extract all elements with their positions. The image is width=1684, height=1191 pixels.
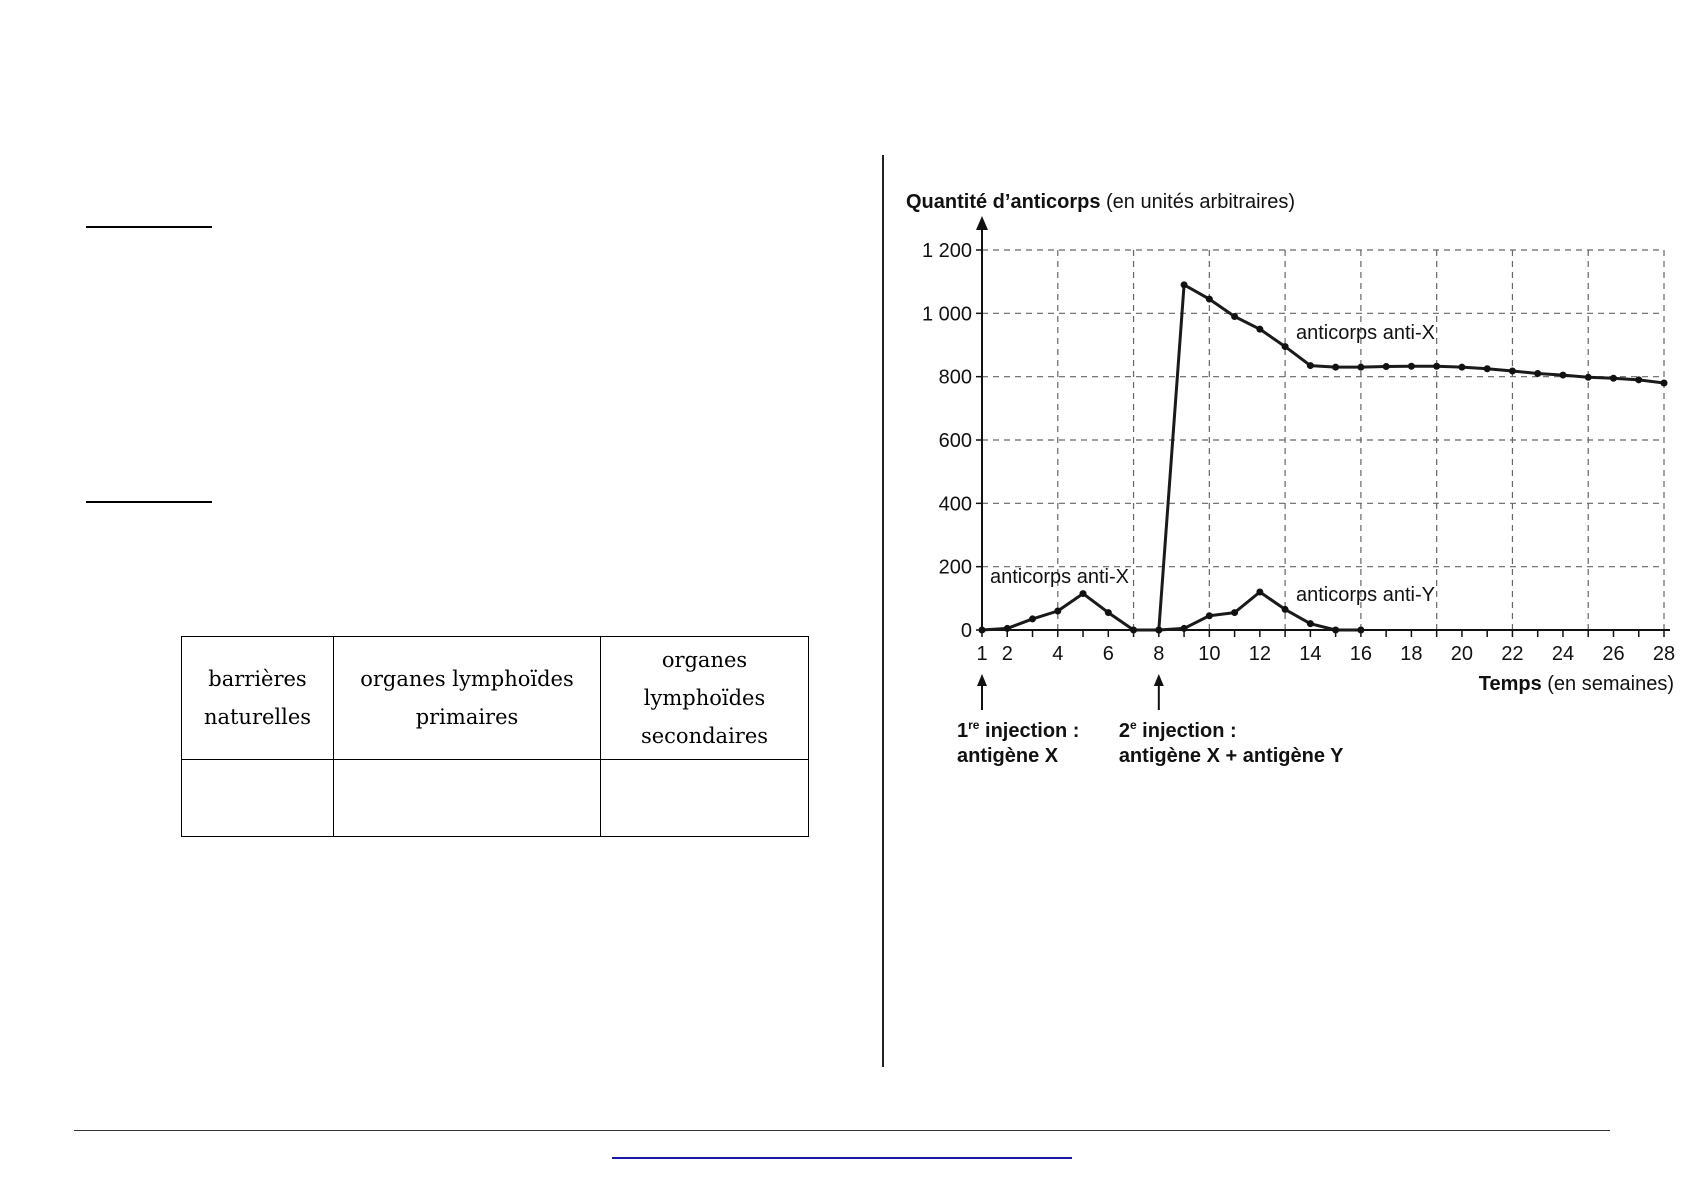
- section-rule-1: [86, 226, 212, 228]
- table-header-row: barrières naturelles organes lymphoïdes …: [181, 636, 809, 760]
- injection-antigen: antigène X: [957, 745, 1059, 767]
- data-point: [1155, 626, 1163, 634]
- data-point: [1660, 379, 1668, 387]
- data-point: [1130, 626, 1138, 634]
- data-point: [1382, 363, 1390, 371]
- series-label-anti-x-primary: anticorps anti-X: [990, 566, 1129, 588]
- y-tick-label: 1 200: [922, 240, 972, 262]
- injection-label: 2e injection :: [1119, 718, 1237, 742]
- data-point: [1256, 325, 1264, 333]
- x-tick-label: 18: [1400, 643, 1422, 665]
- data-point: [1281, 605, 1289, 613]
- x-tick-label: 10: [1198, 643, 1220, 665]
- footer-link-underline[interactable]: [612, 1157, 1072, 1159]
- data-point: [1306, 362, 1314, 370]
- y-tick-label: 800: [939, 367, 972, 389]
- section-rule-2: [86, 501, 212, 503]
- injection-antigen: antigène X + antigène Y: [1119, 745, 1344, 767]
- y-ticks: 0 200 400 600 800 1 000 1 200: [922, 240, 982, 642]
- y-axis-arrow: [976, 216, 988, 230]
- answer-cell[interactable]: [600, 759, 809, 837]
- x-ticks: 1 2 4 6 8 10 12 14 16 18 20 22 24 26 28: [976, 643, 1675, 665]
- y-axis-label: Quantité d’anticorps (en unités arbitrai…: [906, 191, 1295, 213]
- x-tick-label: 24: [1552, 643, 1574, 665]
- data-point: [1635, 376, 1643, 384]
- data-point: [1357, 626, 1365, 634]
- series-label-anti-x-secondary: anticorps anti-X: [1296, 322, 1435, 344]
- data-point: [1306, 620, 1314, 628]
- data-point: [1104, 609, 1112, 617]
- x-tick-label: 16: [1350, 643, 1372, 665]
- y-tick-label: 1 000: [922, 303, 972, 325]
- header-organes-secondaires: organes lymphoïdes secondaires: [600, 636, 809, 760]
- x-tick-label: 2: [1002, 643, 1013, 665]
- data-point: [978, 626, 986, 634]
- data-point: [1205, 612, 1213, 620]
- data-point: [1003, 624, 1011, 632]
- y-tick-label: 200: [939, 557, 972, 579]
- antibody-chart: Quantité d’anticorps (en unités arbitrai…: [906, 191, 1675, 767]
- data-point: [1483, 365, 1491, 373]
- x-tick-label: 4: [1052, 643, 1063, 665]
- grid: [982, 249, 1665, 630]
- x-tick-label: 22: [1501, 643, 1523, 665]
- table-answer-row: [181, 759, 809, 837]
- y-tick-label: 600: [939, 430, 972, 452]
- column-divider: [882, 155, 884, 1067]
- series-line: [981, 283, 1665, 632]
- x-tick-label: 8: [1153, 643, 1164, 665]
- answer-cell[interactable]: [181, 759, 334, 837]
- x-tick-label: 1: [976, 643, 987, 665]
- series: anticorps anti-X anticorps anti-X anticorp…: [978, 281, 1668, 634]
- data-point: [1256, 588, 1264, 596]
- series-label-anti-y: anticorps anti-Y: [1296, 584, 1435, 606]
- injection-annotations: 1re injection : antigène X 2e injection : a…: [957, 674, 1344, 767]
- data-point: [1584, 373, 1592, 381]
- data-point: [1332, 626, 1340, 634]
- y-tick-label: 0: [961, 620, 972, 642]
- data-point: [1508, 367, 1516, 375]
- data-point: [1407, 362, 1415, 370]
- x-tick-label: 6: [1103, 643, 1114, 665]
- lymphoid-organs-table: barrières naturelles organes lymphoïdes …: [181, 636, 809, 837]
- data-point: [1180, 281, 1188, 289]
- data-point: [1180, 624, 1188, 632]
- x-tick-label: 12: [1249, 643, 1271, 665]
- data-point: [1231, 313, 1239, 320]
- data-point: [1054, 607, 1062, 615]
- data-point: [1205, 295, 1213, 303]
- injection-label: 1re injection :: [957, 718, 1079, 742]
- injection-arrowhead: [977, 674, 987, 686]
- data-point: [1079, 590, 1087, 598]
- data-point: [1332, 363, 1340, 371]
- data-point: [1231, 609, 1239, 617]
- data-point: [1534, 370, 1542, 377]
- x-tick-label: 20: [1451, 643, 1473, 665]
- answer-cell[interactable]: [333, 759, 601, 837]
- data-point: [1458, 363, 1466, 371]
- y-tick-label: 400: [939, 493, 972, 515]
- data-point: [1559, 371, 1567, 379]
- x-tick-label: 14: [1299, 643, 1321, 665]
- x-tick-label: 28: [1653, 643, 1675, 665]
- data-point: [1433, 362, 1441, 370]
- data-point: [1357, 363, 1365, 371]
- injection-arrowhead: [1153, 674, 1164, 686]
- header-barrieres: barrières naturelles: [181, 636, 334, 760]
- header-organes-primaires: organes lymphoïdes primaires: [333, 636, 601, 760]
- data-point: [1029, 615, 1037, 623]
- x-axis-label: Temps (en semaines): [1479, 673, 1674, 695]
- data-point: [1609, 374, 1617, 382]
- x-tick-label: 26: [1602, 643, 1624, 665]
- data-point: [1281, 343, 1289, 351]
- footer-rule: [74, 1130, 1610, 1131]
